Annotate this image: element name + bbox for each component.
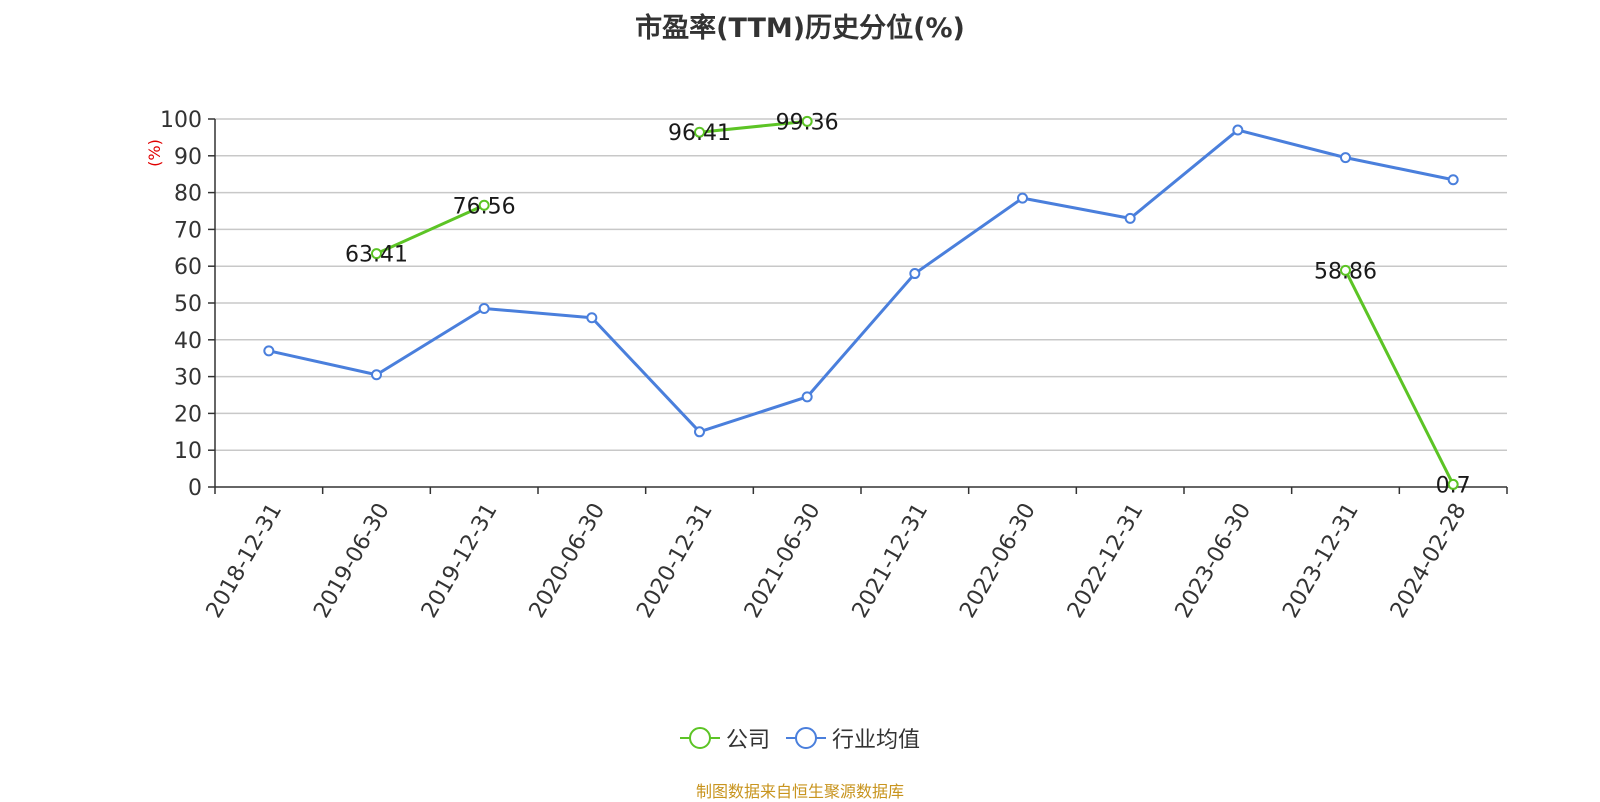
legend-swatch-industry [786,727,826,749]
data-point-industry-2021-06-30 [801,391,813,403]
series-line-company-1 [699,119,808,134]
y-tick-label-40: 40 [174,329,202,354]
data-label-company-2020-12-31: 96.41 [668,121,731,146]
y-tick-label-20: 20 [174,402,202,427]
legend-item-company[interactable]: 公司 [679,722,770,754]
x-tick-label-2023-06-30: 2023-06-30 [1171,499,1257,622]
data-point-company-2020-12-31 [694,126,705,138]
y-tick-label-60: 60 [174,255,202,280]
data-point-industry-2022-06-30 [1017,192,1028,204]
x-tick-label-2024-02-28: 2024-02-28 [1386,499,1472,622]
data-point-company-2021-06-30 [801,115,813,127]
data-point-industry-2019-06-30 [371,369,382,381]
series-line-company-0 [375,203,485,256]
y-tick-label-70: 70 [174,218,202,243]
series-line-company-2 [1344,269,1455,486]
legend-label-industry: 行业均值 [832,728,921,753]
legend-swatch-company [679,727,720,749]
x-tick-label-2020-12-31: 2020-12-31 [632,499,718,622]
data-point-industry-2020-06-30 [586,312,598,324]
y-tick-label-50: 50 [174,292,202,317]
data-point-industry-2023-06-30 [1232,124,1244,136]
data-points [263,115,1459,490]
legend: 公司 行业均值 [0,722,1600,754]
series-line-industry-0 [268,128,1454,434]
data-label-company-2019-12-31: 76.56 [453,194,516,219]
data-point-industry-2018-12-31 [263,345,275,357]
x-tick-label-2023-12-31: 2023-12-31 [1278,499,1364,622]
data-labels: 63.41 76.56 96.41 99.36 58.86 0.7 [345,110,1471,498]
data-point-industry-2023-12-31 [1340,152,1351,164]
y-tick-label-80: 80 [174,182,202,207]
data-point-industry-2024-02-28 [1447,174,1459,186]
source-note: 制图数据来自恒生聚源数据库 [695,782,904,801]
data-point-company-2023-12-31 [1340,264,1351,276]
grid-lines [215,118,1507,451]
data-point-company-2024-02-28 [1447,478,1459,490]
chart-title: 市盈率(TTM)历史分位(%) [635,13,965,44]
y-tick-label-30: 30 [174,366,202,391]
legend-label-company: 公司 [725,728,770,753]
data-point-industry-2021-12-31 [909,268,921,280]
data-label-company-2021-06-30: 99.36 [776,110,839,135]
data-point-company-2019-06-30 [371,248,382,260]
x-tick-label-2020-06-30: 2020-06-30 [525,499,611,622]
data-point-industry-2022-12-31 [1124,212,1136,224]
x-tick-label-2019-06-30: 2019-06-30 [309,499,395,622]
data-point-industry-2019-12-31 [478,303,490,315]
y-axis-unit-label: (%) [145,139,164,167]
x-tick-label-2021-12-31: 2021-12-31 [848,499,934,622]
x-tick-label-2019-12-31: 2019-12-31 [417,499,503,622]
y-tick-label-0: 0 [188,476,202,501]
x-tick-label-2022-06-30: 2022-06-30 [955,499,1041,622]
data-label-company-2024-02-28: 0.7 [1436,473,1471,498]
data-point-industry-2020-12-31 [694,426,705,438]
x-tick-label-2021-06-30: 2021-06-30 [740,499,826,622]
y-tick-label-10: 10 [174,439,202,464]
x-tick-label-2018-12-31: 2018-12-31 [202,499,288,622]
y-tick-label-90: 90 [174,145,202,170]
y-tick-label-100: 100 [160,108,202,133]
data-point-company-2019-12-31 [478,199,490,211]
data-label-company-2023-12-31: 58.86 [1314,259,1377,284]
series-lines [268,119,1455,486]
data-label-company-2019-06-30: 63.41 [345,243,408,268]
legend-item-industry[interactable]: 行业均值 [786,722,920,754]
x-tick-label-2022-12-31: 2022-12-31 [1063,499,1149,622]
